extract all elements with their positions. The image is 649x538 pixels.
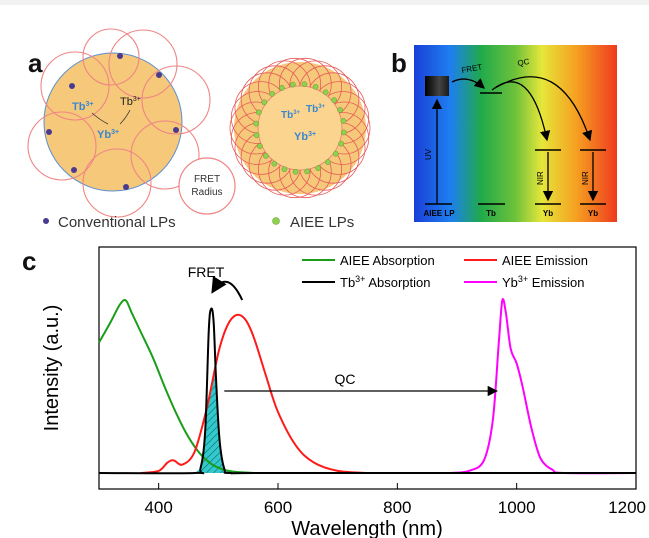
tb-ion-label-left: Tb3+	[72, 101, 93, 113]
panel-a: a Tb3+ Tb3+ Yb3+	[27, 28, 371, 231]
fret-annotation: FRET	[188, 264, 244, 301]
aiee-lp-dot	[312, 83, 319, 90]
nir-arrow-label-2: NIR	[581, 171, 590, 185]
aiee-lp-dot	[340, 118, 347, 124]
top-banner-strip	[0, 0, 649, 5]
nir-arrow-label-1: NIR	[536, 171, 545, 185]
panel-b: b FRET QC UV NIR NIR AIEE LP Tb	[391, 45, 617, 222]
aiee-lp-dot	[338, 140, 345, 147]
aiee-tb-label-right: Tb3+	[306, 104, 326, 115]
fret-radius-line2: Radius	[191, 187, 222, 198]
plot-frame	[98, 246, 637, 490]
series-line-tb3-absorption	[98, 307, 636, 475]
series-line-aiee-emission	[140, 313, 368, 474]
legend-aiee-label: AIEE LPs	[290, 214, 354, 231]
aiee-lp-dot	[255, 109, 262, 116]
fret-radius-marker: FRET Radius	[178, 157, 236, 215]
aiee-lp-dot	[261, 99, 268, 106]
legend-conventional-marker	[43, 218, 49, 224]
aiee-lp-schematic: Tb3+ Tb3+ Yb3+	[229, 57, 371, 199]
legend-aiee-emission-label: AIEE Emission	[502, 253, 588, 268]
aiee-lp-dot	[331, 97, 337, 103]
x-tick-label: 1000	[498, 498, 536, 517]
x-axis-ticks: 400 600 800 1000 1200	[144, 483, 646, 517]
fret-radius-line1: FRET	[194, 174, 220, 185]
panel-c-label: c	[22, 246, 36, 276]
aiee-lp-dot	[269, 91, 275, 97]
panel-a-label: a	[28, 48, 43, 78]
qc-annotation-label: QC	[335, 371, 356, 387]
aiee-lp-state-box	[425, 76, 449, 96]
aiee-lp-dot	[281, 166, 288, 173]
panel-c: c 400 600 800 1000 1200 Wavelength (nm) Inte…	[22, 246, 646, 538]
aiee-lp-dot	[290, 81, 296, 88]
level-yb-1: Yb	[543, 209, 553, 218]
y-axis-label: Intensity (a.u.)	[41, 305, 63, 432]
chart-legend: AIEE Absorption AIEE Emission Tb3+ Absor…	[302, 253, 588, 290]
x-axis-label: Wavelength (nm)	[291, 518, 443, 538]
x-tick-label: 600	[264, 498, 292, 517]
uv-arrow-label: UV	[424, 148, 433, 160]
qc-annotation: QC	[224, 371, 499, 397]
qc-arrow-label: QC	[517, 57, 531, 68]
aiee-lp-dot	[315, 165, 321, 171]
panel-b-label: b	[391, 48, 407, 78]
legend-tb-absorption-label: Tb3+ Absorption	[340, 274, 430, 290]
aiee-lp-dot	[304, 168, 310, 175]
aiee-lp-dot	[271, 160, 278, 167]
aiee-lp-dot	[332, 150, 339, 157]
level-aiee-lp: AIEE LP	[423, 209, 455, 218]
aiee-lp-dot	[253, 120, 260, 127]
aiee-lp-dot	[337, 107, 343, 113]
fret-annotation-label: FRET	[188, 264, 225, 280]
tb-ion-label-right: Tb3+	[120, 96, 141, 108]
aiee-lp-dot	[279, 85, 285, 91]
panel-a-legend: Conventional LPs AIEE LPs	[43, 214, 354, 231]
series-lines	[98, 298, 637, 475]
legend-conventional-label: Conventional LPs	[58, 214, 176, 231]
aiee-tb-label-left: Tb3+	[281, 110, 301, 121]
level-yb-2: Yb	[588, 209, 598, 218]
series-line-yb3-emission	[450, 298, 637, 475]
aiee-lp-dot	[301, 81, 308, 88]
conventional-lp-schematic: Tb3+ Tb3+ Yb3+	[27, 28, 211, 218]
fret-annotation-arrow	[211, 275, 244, 301]
level-tb: Tb	[486, 209, 496, 218]
x-tick-label: 800	[383, 498, 411, 517]
spectrum-background	[414, 45, 617, 222]
aiee-lp-dot	[253, 132, 260, 138]
aiee-lp-dot	[340, 129, 347, 136]
aiee-lp-dot	[325, 159, 331, 165]
aiee-yb-label: Yb3+	[294, 131, 316, 143]
x-tick-label: 400	[144, 498, 172, 517]
legend-aiee-marker	[272, 217, 280, 225]
legend-yb-emission-label: Yb3+ Emission	[502, 274, 585, 290]
x-tick-label: 1200	[608, 498, 646, 517]
series-line-aiee-absorption	[98, 298, 255, 474]
aiee-lp-dot	[322, 89, 329, 96]
aiee-lp-dot	[292, 168, 299, 175]
yb-ion-label: Yb3+	[97, 129, 119, 141]
aiee-lp-dot	[263, 153, 269, 159]
legend-aiee-absorption-label: AIEE Absorption	[340, 253, 435, 268]
aiee-lp-dot	[257, 143, 263, 149]
fret-arrow-label: FRET	[461, 62, 483, 75]
